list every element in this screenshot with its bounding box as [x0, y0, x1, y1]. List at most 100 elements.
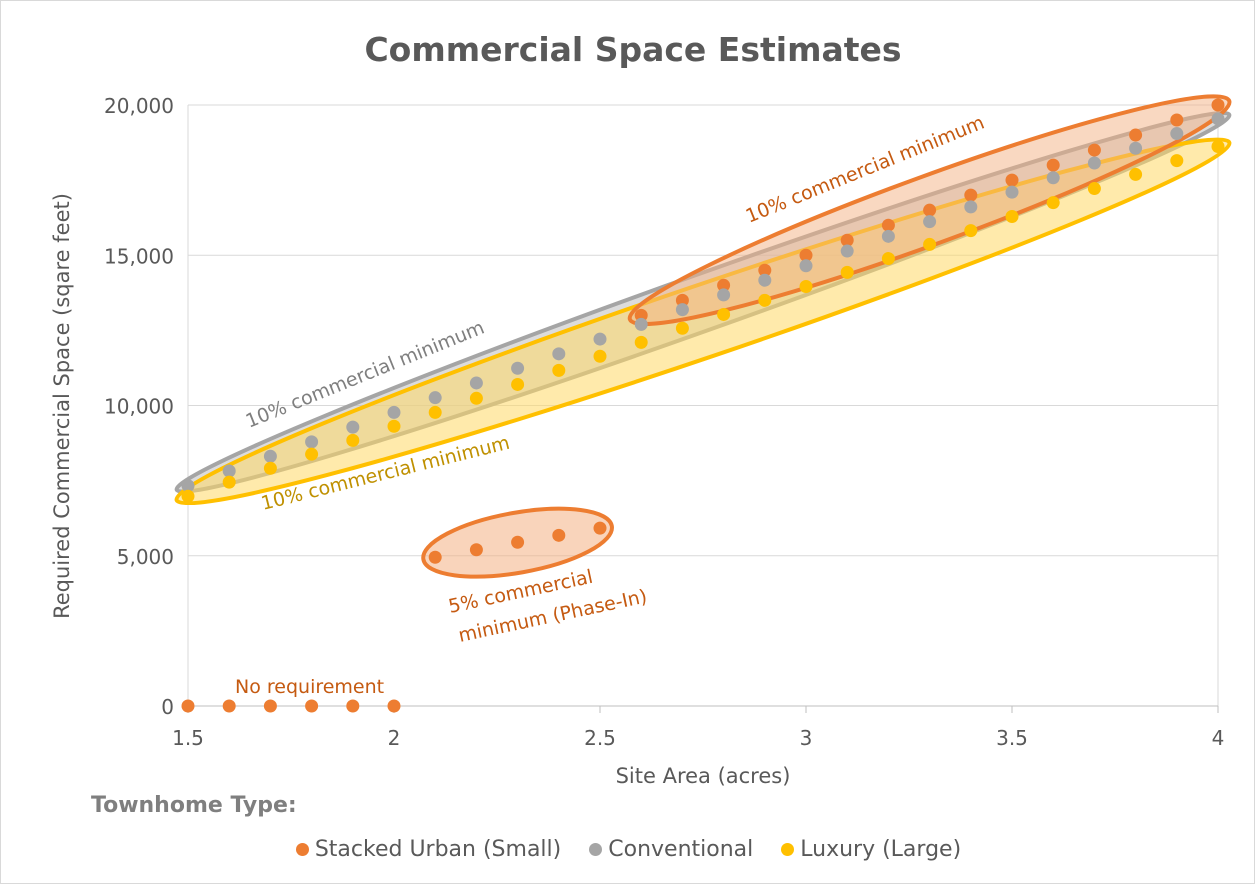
luxury-point	[511, 377, 525, 391]
luxury-point	[1211, 139, 1225, 153]
annotation-no-req: No requirement	[235, 676, 384, 698]
luxury-point	[263, 461, 277, 475]
legend-item-luxury: Luxury (Large)	[781, 837, 961, 862]
stacked-urban-point	[1046, 158, 1060, 172]
conventional-point	[428, 391, 442, 405]
x-tick-label: 1.5	[172, 726, 204, 750]
stacked-urban-point	[634, 308, 648, 322]
stacked-urban-point	[263, 699, 277, 713]
stacked-urban-point	[1211, 98, 1225, 112]
luxury-point	[1170, 154, 1184, 168]
conventional-point	[305, 435, 319, 449]
stacked-urban-point	[181, 699, 195, 713]
y-tick-label: 5,000	[117, 545, 174, 569]
legend-marker-luxury	[781, 843, 795, 856]
stacked-urban-point	[881, 218, 895, 232]
data-points	[181, 98, 1225, 713]
luxury-point	[923, 237, 937, 251]
conventional-point	[634, 317, 648, 331]
conventional-point	[1005, 185, 1019, 199]
luxury-point	[881, 252, 895, 266]
luxury-point	[222, 475, 236, 489]
luxury-point	[1129, 167, 1143, 181]
conventional-point	[840, 244, 854, 258]
legend-item-conventional: Conventional	[589, 837, 753, 862]
chart-title: Commercial Space Estimates	[364, 30, 901, 69]
stacked-urban-point	[511, 535, 525, 549]
conventional-point	[1129, 141, 1143, 155]
x-tick-label: 2	[388, 726, 401, 750]
stacked-urban-point	[1129, 128, 1143, 142]
luxury-point	[840, 265, 854, 279]
conventional-point	[222, 464, 236, 478]
conventional-point	[675, 303, 689, 317]
conventional-point	[881, 229, 895, 243]
y-tick-label: 0	[161, 695, 174, 719]
luxury-point	[758, 293, 772, 307]
stacked-urban-point	[469, 543, 483, 557]
conventional-point	[469, 376, 483, 390]
group-ellipses	[174, 94, 1232, 579]
luxury-point	[675, 321, 689, 335]
axes: 0 5,000 10,000 15,000 20,000 1.5 2 2.5 3 3.5 4	[104, 94, 1224, 750]
stacked-urban-point	[799, 248, 813, 262]
legend-title: Townhome Type:	[91, 793, 297, 818]
legend: Stacked Urban (Small) Conventional Luxur…	[1, 837, 1255, 862]
legend-label-stacked-urban: Stacked Urban (Small)	[314, 837, 562, 862]
stacked-urban-point	[222, 699, 236, 713]
legend-label-conventional: Conventional	[608, 837, 754, 862]
conventional-point	[263, 449, 277, 463]
conventional-point	[1170, 127, 1184, 141]
stacked-urban-point	[717, 278, 731, 292]
x-tick-label: 3.5	[996, 726, 1028, 750]
stacked-urban-point	[964, 188, 978, 202]
luxury-point	[181, 489, 195, 503]
conventional-point	[181, 479, 195, 493]
stacked-urban-point	[1005, 173, 1019, 187]
x-tick-label: 2.5	[584, 726, 616, 750]
conventional-point	[1046, 171, 1060, 185]
conventional-point	[923, 215, 937, 229]
luxury-point	[469, 391, 483, 405]
luxury-point	[1087, 182, 1101, 196]
stacked-urban-point	[1170, 113, 1184, 127]
luxury-point	[799, 280, 813, 294]
luxury-point	[593, 349, 607, 363]
conventional-point	[387, 405, 401, 419]
stacked-urban-point	[428, 550, 442, 564]
stacked-urban-point	[387, 699, 401, 713]
x-tick-label: 4	[1212, 726, 1225, 750]
conventional-point	[593, 332, 607, 346]
luxury-point	[1046, 196, 1060, 210]
conventional-point	[758, 273, 772, 287]
scatter-chart: Commercial Space Estimates 0 5,000 10,000 1…	[50, 30, 1232, 788]
legend-marker-stacked-urban	[295, 843, 309, 856]
x-tick-label: 3	[800, 726, 813, 750]
conventional-point	[964, 200, 978, 214]
stacked-urban-point	[923, 203, 937, 217]
conventional-point	[346, 420, 360, 434]
luxury-point	[717, 307, 731, 321]
conventional-point	[717, 288, 731, 302]
conventional-point	[1211, 112, 1225, 126]
luxury-point	[552, 363, 566, 377]
y-tick-label: 10,000	[104, 395, 174, 419]
luxury-point	[964, 224, 978, 238]
legend-item-stacked-urban: Stacked Urban (Small)	[295, 837, 562, 862]
stacked-urban-point	[346, 699, 360, 713]
conventional-point	[511, 361, 525, 375]
stacked-urban-point	[1087, 143, 1101, 157]
conventional-point	[799, 259, 813, 273]
luxury-point	[1005, 209, 1019, 223]
y-axis-label: Required Commercial Space (sqare feet)	[50, 193, 74, 619]
luxury-point	[428, 405, 442, 419]
stacked-urban-point	[552, 528, 566, 542]
legend-marker-conventional	[589, 843, 603, 856]
y-tick-label: 20,000	[104, 94, 174, 118]
x-axis-label: Site Area (acres)	[616, 764, 791, 788]
conventional-point	[1087, 156, 1101, 170]
stacked-urban-point	[675, 293, 689, 307]
stacked-urban-point	[840, 233, 854, 247]
luxury-point	[305, 447, 319, 461]
